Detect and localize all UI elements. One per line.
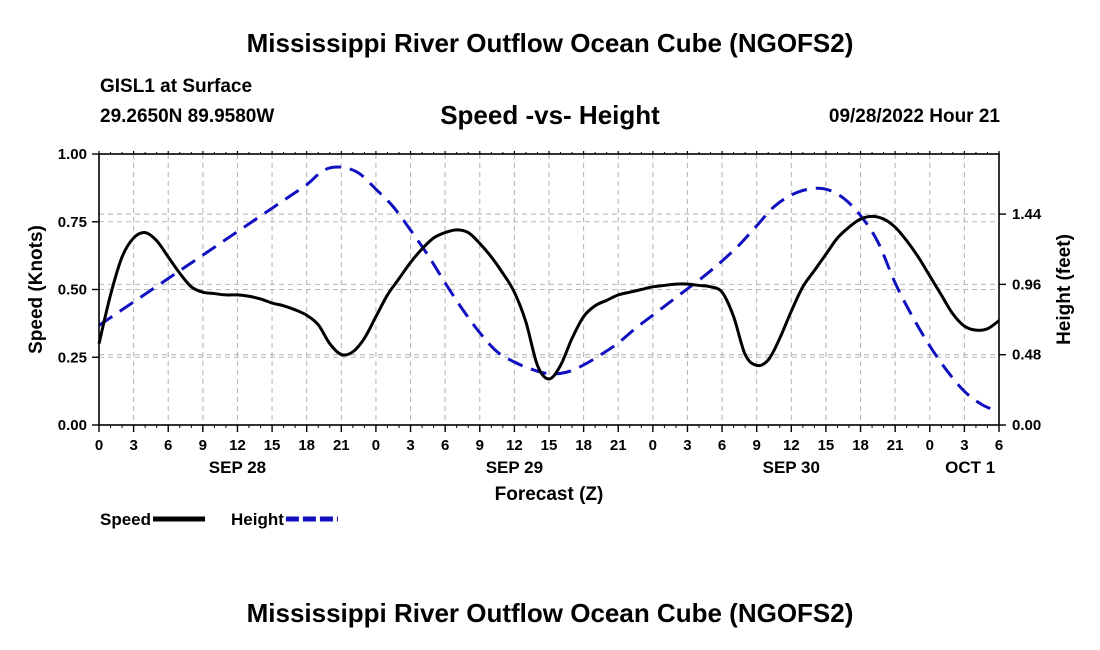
chart-subtitle: Speed -vs- Height [440, 100, 660, 130]
y-tick-label: 0.25 [58, 349, 87, 366]
x-tick-label: 21 [610, 437, 627, 454]
x-tick-label: 15 [818, 437, 835, 454]
x-tick-label: 12 [506, 437, 523, 454]
legend-label-height: Height [231, 510, 284, 529]
y-tick-label: 1.00 [58, 146, 87, 163]
speed-series-line [97, 214, 1000, 381]
series-group [97, 165, 1000, 414]
x-tick-label: 6 [441, 437, 449, 454]
x-tick-label: 15 [264, 437, 281, 454]
x-tick-label: 9 [199, 437, 207, 454]
legend-label-speed: Speed [100, 510, 151, 529]
y2-tick-label: 0.00 [1012, 417, 1041, 434]
x-tick-label: 12 [229, 437, 246, 454]
y2-axis-title: Height (feet) [1054, 234, 1075, 345]
station-label: GISL1 at Surface [100, 76, 253, 97]
x-tick-label: 6 [995, 437, 1003, 454]
x-tick-label: 0 [95, 437, 103, 454]
y-axis-title: Speed (Knots) [26, 225, 47, 354]
x-tick-label: 3 [406, 437, 414, 454]
x-axis-title: Forecast (Z) [495, 484, 604, 505]
x-tick-label: 9 [753, 437, 761, 454]
y-tick-label: 0.00 [58, 417, 87, 434]
x-tick-label: 0 [372, 437, 380, 454]
x-tick-label: 3 [960, 437, 968, 454]
y-tick-label: 0.50 [58, 282, 87, 299]
date-label: SEP 28 [209, 458, 266, 477]
forecast-datetime: 09/28/2022 Hour 21 [828, 106, 1000, 127]
axis-labels: 0 3 6 9 12 15 18 21 0 3 6 9 12 15 18 21 0 3 6 9 12 15 18 21 0 3 60… [26, 146, 1075, 505]
x-tick-label: 6 [718, 437, 726, 454]
axis-ticks [92, 151, 1006, 432]
x-tick-label: 0 [926, 437, 934, 454]
date-label: SEP 30 [763, 458, 820, 477]
y-tick-label: 0.75 [58, 214, 87, 231]
x-tick-label: 18 [852, 437, 869, 454]
x-tick-label: 3 [129, 437, 137, 454]
y2-tick-label: 1.44 [1012, 206, 1042, 223]
x-tick-label: 3 [683, 437, 691, 454]
x-tick-label: 12 [783, 437, 800, 454]
footer-title: Mississippi River Outflow Ocean Cube (NG… [246, 598, 854, 628]
y2-tick-label: 0.96 [1012, 276, 1041, 293]
legend: Speed Height [100, 510, 338, 529]
grid-lines [99, 154, 999, 426]
station-coordinates: 29.2650N 89.9580W [100, 106, 275, 127]
x-tick-label: 0 [649, 437, 657, 454]
x-tick-label: 18 [298, 437, 315, 454]
x-tick-label: 9 [476, 437, 484, 454]
x-tick-label: 15 [541, 437, 558, 454]
x-tick-label: 21 [333, 437, 350, 454]
date-label: SEP 29 [486, 458, 543, 477]
x-tick-label: 21 [887, 437, 904, 454]
x-tick-label: 18 [575, 437, 592, 454]
date-label: OCT 1 [945, 458, 995, 477]
page-title: Mississippi River Outflow Ocean Cube (NG… [246, 28, 854, 58]
height-series-line [98, 165, 1000, 414]
y2-tick-label: 0.48 [1012, 347, 1041, 364]
x-tick-label: 6 [164, 437, 172, 454]
